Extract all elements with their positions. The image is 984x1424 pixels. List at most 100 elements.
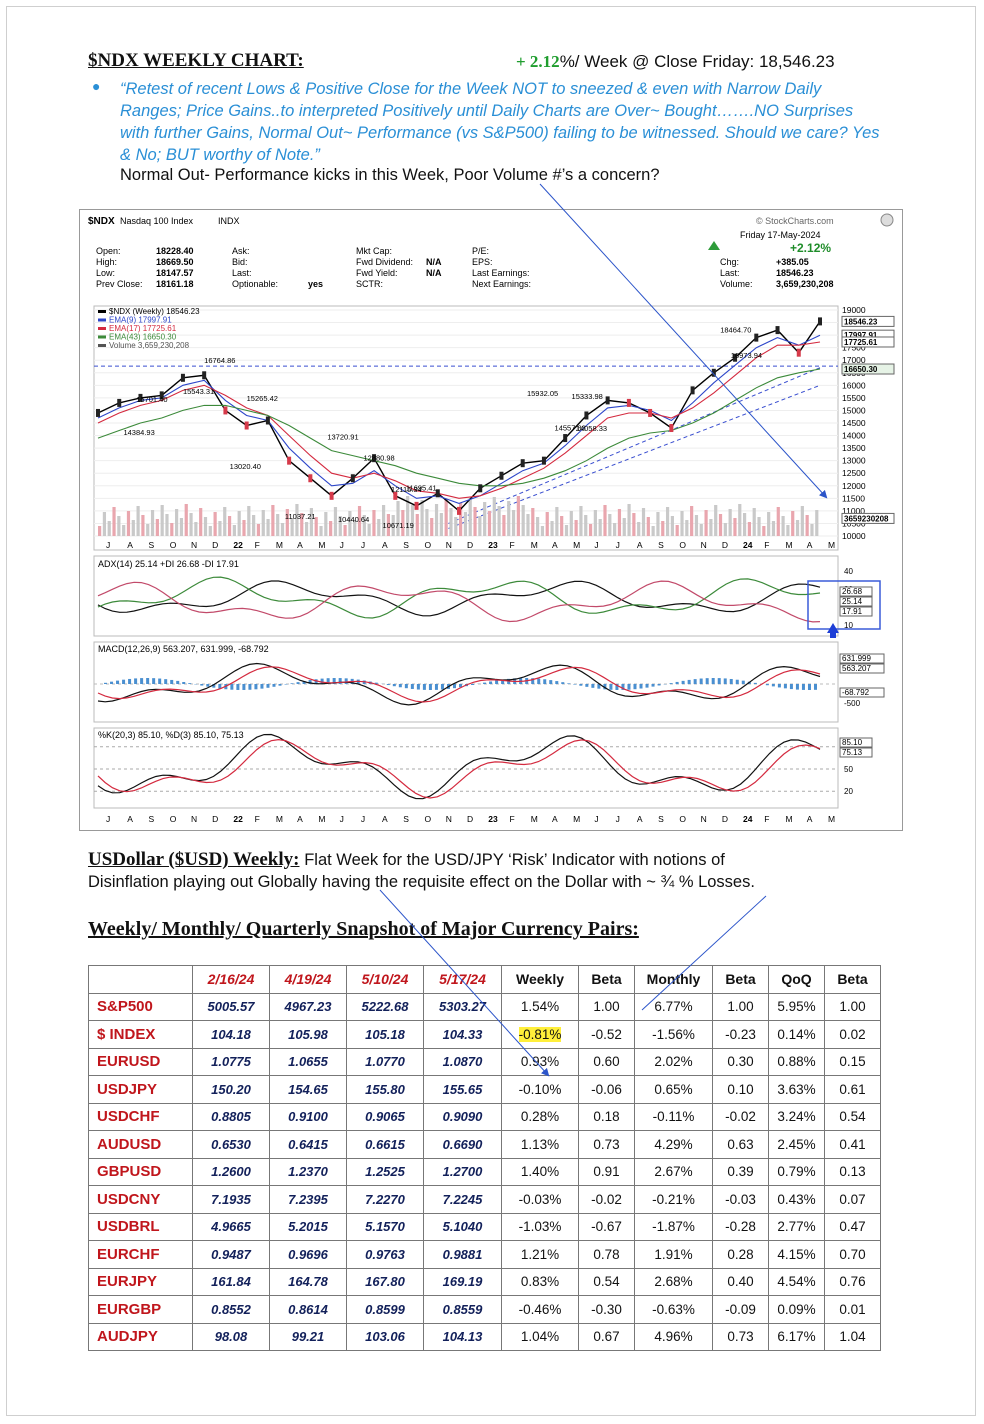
volume-bar — [348, 511, 352, 536]
stat-value: 18546.23 — [776, 268, 814, 278]
stat-label: Open: — [96, 246, 121, 256]
macd-hist-bar — [308, 680, 312, 684]
volume-bar — [170, 523, 174, 536]
value-cell: 0.28 — [712, 1240, 769, 1269]
value-cell: -0.21% — [634, 1185, 713, 1214]
macd-hist-bar — [501, 679, 505, 684]
volume-bar — [622, 518, 626, 536]
volume-bar — [709, 519, 713, 536]
table-row: USDCHF 0.8805 0.9100 0.9065 0.9090 0.28% 0.18-… — [88, 1102, 881, 1131]
price-tick-label: 14500 — [842, 418, 866, 428]
volume-bar — [290, 518, 294, 536]
macd-hist-bar — [116, 680, 120, 684]
macd-hist-bar — [188, 683, 192, 684]
chart-symbol: $NDX — [88, 216, 115, 227]
month-label: O — [170, 814, 177, 824]
price-candle — [202, 371, 207, 380]
price-badge-label: 17997.91 — [844, 331, 878, 340]
chart-menu-icon[interactable] — [880, 213, 894, 227]
macd-hist-bar — [735, 679, 739, 684]
legend-label: Volume 3,659,230,208 — [109, 341, 190, 350]
month-label: S — [148, 540, 154, 550]
value-cell: 7.1935 — [192, 1185, 270, 1214]
macd-badge-label: 631.999 — [842, 654, 871, 663]
value-cell: -0.02 — [578, 1185, 635, 1214]
macd-hist-bar — [783, 684, 787, 689]
macd-hist-bar — [651, 684, 655, 687]
macd-hist-bar — [302, 681, 306, 684]
price-candle — [754, 333, 759, 342]
value-cell: 0.73 — [578, 1130, 635, 1159]
column-header: Beta — [824, 965, 881, 994]
value-cell: 0.18 — [578, 1102, 635, 1131]
pair-name-cell: EURUSD — [88, 1047, 193, 1076]
value-cell: -0.10% — [501, 1075, 579, 1104]
macd-hist-bar — [374, 682, 378, 684]
month-label: M — [828, 540, 835, 550]
volume-bar — [805, 515, 809, 536]
volume-bar — [593, 510, 597, 536]
value-cell: 103.06 — [346, 1322, 424, 1351]
pair-name-cell: EURCHF — [88, 1240, 193, 1269]
value-cell: 0.39 — [712, 1157, 769, 1186]
volume-bar — [584, 515, 588, 536]
price-candle — [244, 421, 249, 430]
value-cell: 1.00 — [712, 992, 769, 1021]
macd-hist-bar — [182, 681, 186, 684]
stoch-badge — [839, 737, 873, 748]
month-label: M — [573, 814, 580, 824]
price-tick-label: 12500 — [842, 468, 866, 478]
month-label: 23 — [488, 814, 498, 824]
column-header: QoQ — [768, 965, 825, 994]
stat-label: High: — [96, 257, 117, 267]
value-cell: 0.73 — [712, 1322, 769, 1351]
macd-hist-bar — [140, 678, 144, 684]
pair-name-cell: EURJPY — [88, 1267, 193, 1296]
currency-snapshot-table: 2/16/24 4/19/24 5/10/24 5/17/24 Weekly Beta Mo… — [88, 965, 881, 1351]
price-candle — [669, 424, 674, 433]
ndx-section-title: $NDX WEEKLY CHART: — [88, 50, 304, 71]
value-cell: 169.19 — [423, 1267, 502, 1296]
volume-bar — [791, 511, 795, 536]
table-row: EURCHF 0.9487 0.9696 0.9763 0.9881 1.21% 0.78 1… — [88, 1240, 881, 1269]
macd-hist-bar — [681, 680, 685, 684]
macd-hist-bar — [314, 679, 318, 684]
price-badge-label: 17725.61 — [844, 338, 878, 347]
volume-bar — [526, 514, 530, 536]
value-cell: 3.24% — [768, 1102, 825, 1131]
volume-bar — [454, 517, 458, 536]
value-cell: -1.87% — [634, 1212, 713, 1241]
volume-bar — [218, 521, 222, 536]
macd-hist-bar — [440, 684, 444, 690]
volume-bar — [208, 526, 212, 536]
price-candle — [414, 501, 419, 510]
value-cell: 0.54 — [578, 1267, 635, 1296]
volume-bar — [329, 521, 333, 536]
month-label: D — [212, 814, 218, 824]
volume-bar — [367, 524, 371, 536]
volume-bar — [179, 518, 184, 536]
price-candle — [372, 454, 377, 463]
price-candle — [350, 474, 355, 483]
month-label: A — [297, 540, 303, 550]
volume-bar — [357, 506, 362, 536]
value-cell: -0.63% — [634, 1295, 713, 1324]
volume-bar — [232, 525, 236, 536]
macd-badge-label: -68.792 — [842, 688, 870, 697]
price-candle — [605, 396, 610, 405]
value-cell: 104.33 — [423, 1020, 502, 1049]
price-candle — [393, 491, 398, 500]
volume-bar — [271, 505, 275, 536]
month-label: A — [807, 540, 813, 550]
value-cell: 1.04 — [824, 1322, 881, 1351]
macd-hist-bar — [687, 679, 691, 684]
adx-badge — [839, 596, 873, 607]
macd-legend: MACD(12,26,9) 563.207, 631.999, -68.792 — [98, 644, 269, 654]
month-label: D — [722, 814, 728, 824]
stat-label: Bid: — [232, 257, 248, 267]
macd-hist-bar — [603, 684, 607, 690]
table-header-row: 2/16/24 4/19/24 5/10/24 5/17/24 Weekly Beta Mo… — [88, 965, 881, 994]
macd-hist-bar — [296, 682, 300, 684]
month-label: F — [509, 540, 514, 550]
macd-hist-bar — [669, 683, 673, 684]
